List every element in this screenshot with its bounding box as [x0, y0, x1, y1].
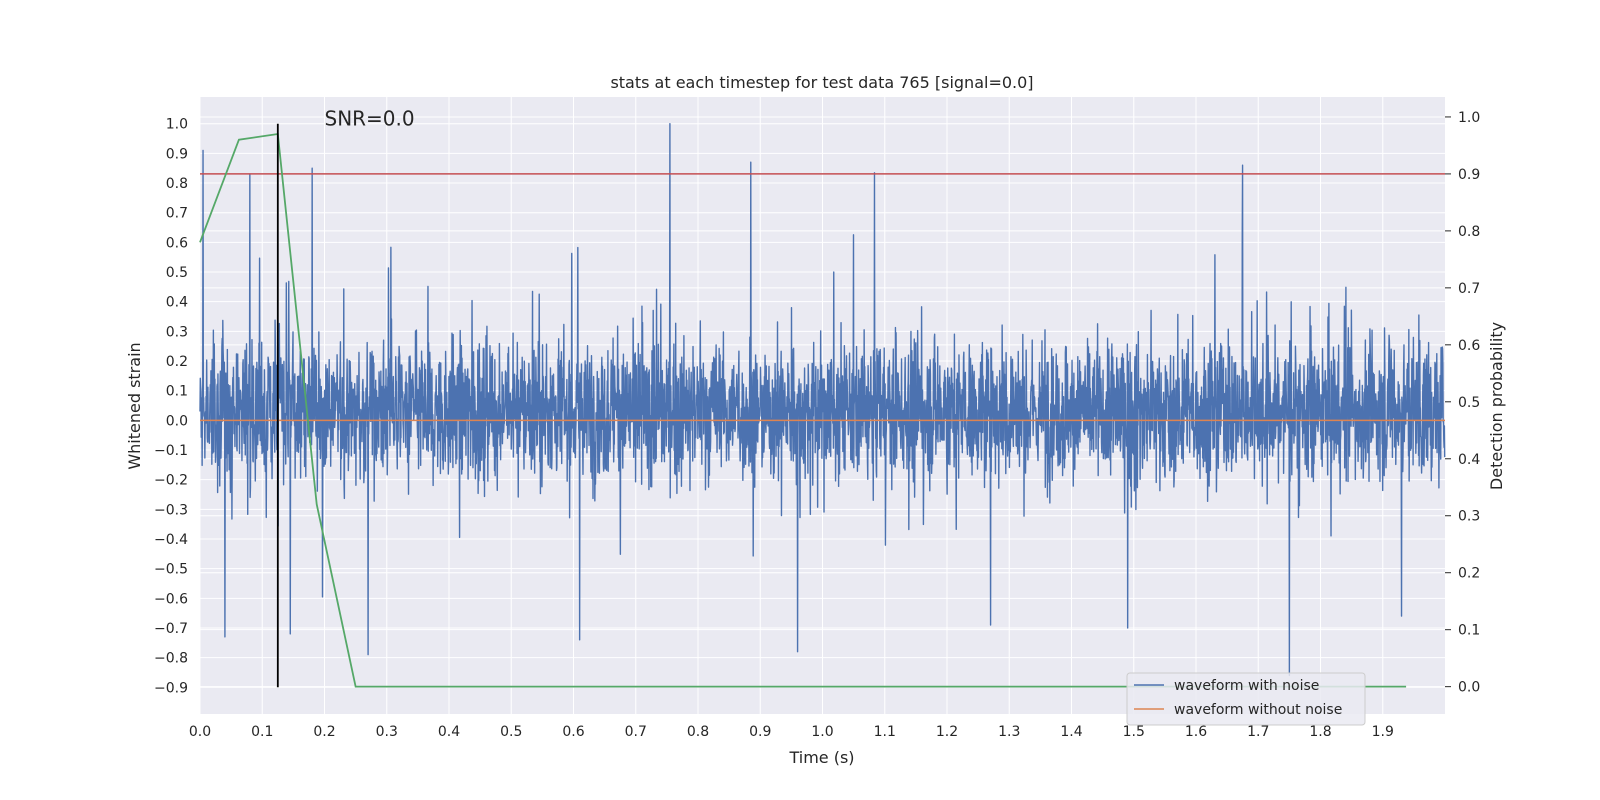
y2-axis-ticks: 1.0 0.9 0.8 0.7 0.6 0.5 0.4 0.3 0.2 0.1 0.0: [1445, 110, 1480, 696]
y-tick-label: −0.9: [154, 680, 188, 696]
x-tick-label: 1.5: [1123, 724, 1145, 740]
x-tick-label: 1.4: [1060, 724, 1082, 740]
legend-label-clean: waveform without noise: [1174, 702, 1342, 718]
y-tick-label: −0.7: [154, 621, 188, 637]
x-tick-label: 0.4: [438, 724, 460, 740]
y2-tick-label: 0.1: [1458, 623, 1480, 639]
y-tick-label: 1.0: [166, 117, 188, 133]
chart-title: stats at each timestep for test data 765…: [610, 73, 1033, 92]
x-tick-label: 1.3: [998, 724, 1020, 740]
x-tick-label: 1.7: [1247, 724, 1269, 740]
y-tick-label: 0.0: [166, 413, 188, 429]
x-axis-ticks: 0.0 0.1 0.2 0.3 0.4 0.5 0.6 0.7 0.8 0.9 1.0 1.1 1.2 1…: [189, 724, 1394, 740]
x-tick-label: 1.0: [811, 724, 833, 740]
y-tick-label: 0.4: [166, 295, 188, 311]
y2-tick-label: 0.0: [1458, 680, 1480, 696]
x-tick-label: 0.5: [500, 724, 522, 740]
y2-tick-label: 1.0: [1458, 110, 1480, 126]
y2-tick-label: 0.6: [1458, 338, 1480, 354]
y-tick-label: −0.3: [154, 502, 188, 518]
x-tick-label: 1.2: [936, 724, 958, 740]
series-waveform-with-noise: [199, 122, 1446, 677]
x-tick-label: 0.6: [562, 724, 584, 740]
y-tick-label: −0.5: [154, 562, 188, 578]
y-axis-ticks: 1.0 0.9 0.8 0.7 0.6 0.5 0.4 0.3 0.2 0.1 0.0 −0.1 −0.…: [154, 117, 188, 697]
x-tick-label: 0.8: [687, 724, 709, 740]
y-tick-label: −0.8: [154, 651, 188, 667]
series-detection-probability: [199, 133, 1407, 688]
x-tick-label: 0.7: [625, 724, 647, 740]
y2-tick-label: 0.2: [1458, 566, 1480, 582]
x-tick-label: 1.6: [1185, 724, 1207, 740]
y-tick-label: 0.1: [166, 384, 188, 400]
y-tick-label: −0.2: [154, 473, 188, 489]
x-axis-label: Time (s): [788, 748, 854, 767]
y2-axis-label: Detection probability: [1487, 322, 1506, 490]
y-tick-label: 0.6: [166, 235, 188, 251]
y-tick-label: −0.6: [154, 591, 188, 607]
lines-layer: [199, 123, 1445, 688]
x-tick-label: 0.2: [313, 724, 335, 740]
y-tick-label: −0.4: [154, 532, 188, 548]
legend-label-noisy: waveform with noise: [1174, 678, 1319, 694]
y-tick-label: 0.9: [166, 146, 188, 162]
snr-annotation: SNR=0.0: [325, 107, 415, 131]
x-tick-label: 0.9: [749, 724, 771, 740]
y2-tick-label: 0.7: [1458, 281, 1480, 297]
x-tick-label: 1.8: [1309, 724, 1331, 740]
y-tick-label: 0.7: [166, 206, 188, 222]
y2-tick-label: 0.5: [1458, 395, 1480, 411]
y2-tick-label: 0.3: [1458, 509, 1480, 525]
waveform-with-noise-layer: [199, 122, 1446, 677]
x-tick-label: 0.0: [189, 724, 211, 740]
y-tick-label: −0.1: [154, 443, 188, 459]
x-tick-label: 0.3: [376, 724, 398, 740]
y-tick-label: 0.8: [166, 176, 188, 192]
legend-box: [1126, 672, 1366, 726]
legend: waveform with noise waveform without noi…: [1126, 672, 1366, 726]
y2-tick-label: 0.8: [1458, 224, 1480, 240]
x-tick-label: 1.9: [1372, 724, 1394, 740]
y-axis-label: Whitened strain: [125, 342, 144, 469]
y-tick-label: 0.3: [166, 324, 188, 340]
y2-tick-label: 0.9: [1458, 167, 1480, 183]
y2-tick-label: 0.4: [1458, 452, 1480, 468]
x-tick-label: 1.1: [874, 724, 896, 740]
x-tick-label: 0.1: [251, 724, 273, 740]
y-tick-label: 0.5: [166, 265, 188, 281]
y-tick-label: 0.2: [166, 354, 188, 370]
